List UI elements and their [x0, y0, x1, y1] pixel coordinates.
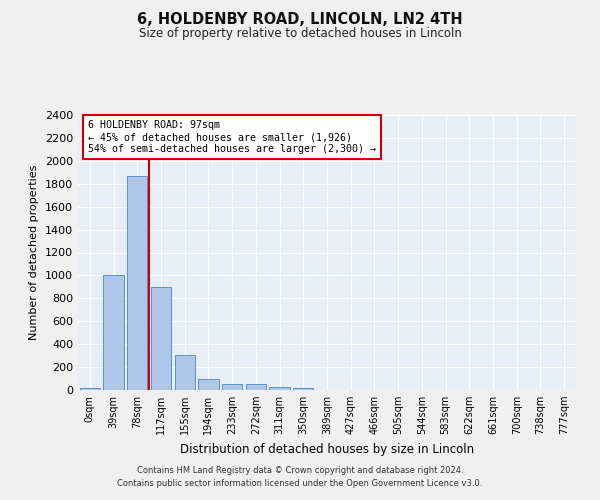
- Text: Size of property relative to detached houses in Lincoln: Size of property relative to detached ho…: [139, 28, 461, 40]
- Bar: [103, 275, 124, 390]
- Bar: [127, 176, 148, 390]
- Text: 6, HOLDENBY ROAD, LINCOLN, LN2 4TH: 6, HOLDENBY ROAD, LINCOLN, LN2 4TH: [137, 12, 463, 28]
- X-axis label: Distribution of detached houses by size in Lincoln: Distribution of detached houses by size …: [180, 442, 474, 456]
- Bar: [269, 386, 290, 390]
- Bar: [199, 378, 218, 390]
- Bar: [151, 287, 171, 390]
- Bar: [175, 355, 195, 390]
- Y-axis label: Number of detached properties: Number of detached properties: [29, 165, 40, 340]
- Bar: [222, 384, 242, 390]
- Bar: [246, 384, 266, 390]
- Bar: [80, 388, 100, 390]
- Text: Contains HM Land Registry data © Crown copyright and database right 2024.
Contai: Contains HM Land Registry data © Crown c…: [118, 466, 482, 487]
- Text: 6 HOLDENBY ROAD: 97sqm
← 45% of detached houses are smaller (1,926)
54% of semi-: 6 HOLDENBY ROAD: 97sqm ← 45% of detached…: [88, 120, 376, 154]
- Bar: [293, 388, 313, 390]
